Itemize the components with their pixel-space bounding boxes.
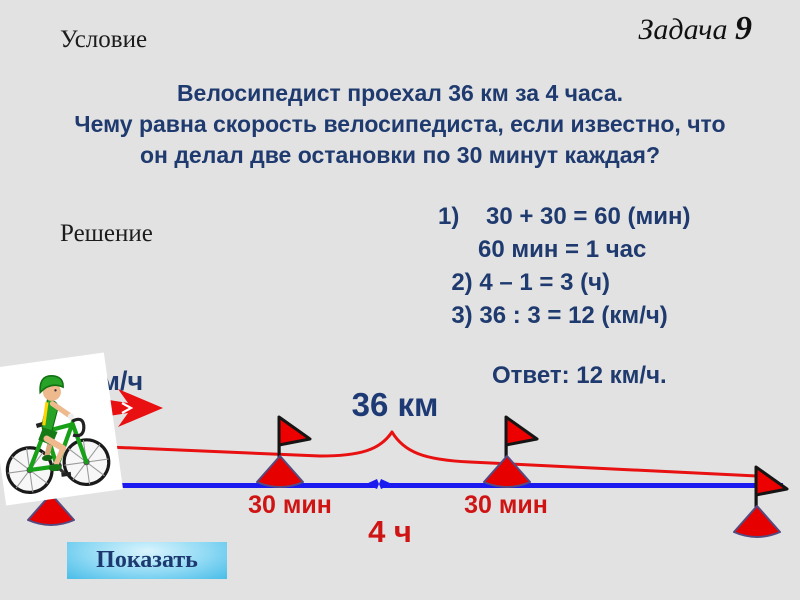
slide-title: Задача 9 [639,10,752,48]
total-time-label: 4 ч [368,514,412,549]
solution-step-2: 2) 4 – 1 = 3 (ч) [438,269,611,296]
cyclist-image [0,352,124,506]
condition-line-2: Чему равна скорость велосипедиста, если … [74,111,726,137]
distance-label: 36 км [351,386,439,423]
stop1-label: 30 мин [248,491,332,519]
direction-arrow-icon [90,389,163,427]
flag-marker-icon [483,415,539,488]
condition-label: Условие [60,26,148,53]
solution-step-3: 3) 36 : 3 = 12 (км/ч) [438,302,668,329]
flag-marker-icon [733,465,789,538]
condition-line-1: Велосипедист проехал 36 км за 4 часа. [176,80,624,106]
solution-label: Решение [60,220,153,247]
slide-title-number: 9 [735,10,752,47]
route-break-icon [366,479,392,489]
solution-step-1: 1) 30 + 30 = 60 (мин) [438,203,691,230]
cyclist-icon [5,375,111,494]
solution-steps: 1) 30 + 30 = 60 (мин) 60 мин = 1 час 2) … [438,200,690,332]
condition-line-3: он делал две остановки по 30 минут кажда… [139,142,660,168]
flag-marker-icon [256,415,312,488]
problem-condition-text: Велосипедист проехал 36 км за 4 часа. Че… [0,78,800,171]
answer-text: Ответ: 12 км/ч. [492,362,667,389]
stop2-label: 30 мин [464,491,548,519]
route-line [55,483,783,488]
slide-title-text: Задача [638,13,728,46]
distance-brace-line [83,430,759,478]
show-button[interactable]: Показать [67,542,227,579]
solution-step-1b: 60 мин = 1 час [438,236,647,263]
